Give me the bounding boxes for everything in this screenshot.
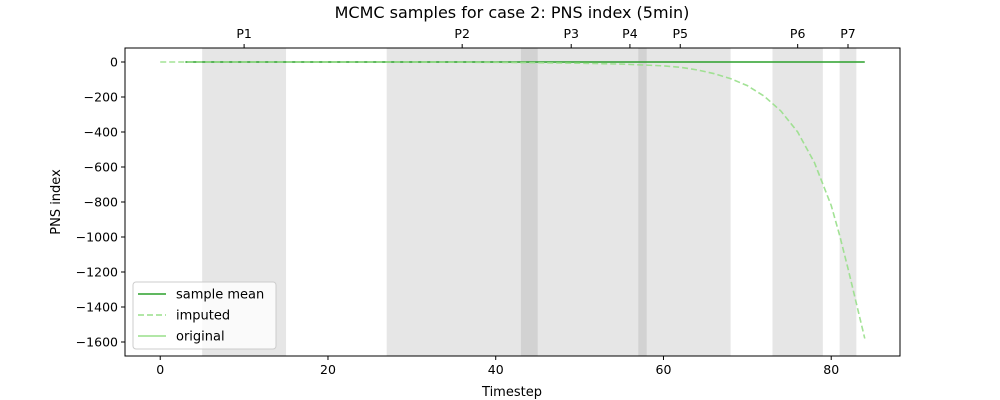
period-band-p2 <box>386 48 538 356</box>
legend-label-original: original <box>176 330 225 345</box>
x-tick-label: 80 <box>823 362 839 377</box>
x-tick-label: 60 <box>656 362 672 377</box>
y-tick-label: −1000 <box>76 230 118 245</box>
y-tick-label: −800 <box>84 195 118 210</box>
period-label-p1: P1 <box>236 26 252 41</box>
period-band-p6 <box>772 48 823 356</box>
x-tick-label: 0 <box>156 362 164 377</box>
period-label-p5: P5 <box>672 26 688 41</box>
period-label-p2: P2 <box>454 26 470 41</box>
y-tick-label: −1600 <box>76 335 118 350</box>
period-band-p5 <box>638 48 731 356</box>
x-tick-label: 20 <box>320 362 336 377</box>
chart-title: MCMC samples for case 2: PNS index (5min… <box>335 3 690 22</box>
x-tick-label: 40 <box>488 362 504 377</box>
period-label-p6: P6 <box>790 26 806 41</box>
period-label-p3: P3 <box>563 26 579 41</box>
period-band-p7 <box>839 48 857 356</box>
y-axis-label: PNS index <box>49 169 64 235</box>
y-tick-label: −1200 <box>76 265 118 280</box>
legend-box <box>132 281 277 350</box>
legend-label-sample-mean: sample mean <box>176 288 264 303</box>
y-tick-label: 0 <box>110 55 118 70</box>
legend-label-imputed: imputed <box>176 309 230 324</box>
y-tick-label: −1400 <box>76 300 118 315</box>
period-label-p7: P7 <box>840 26 856 41</box>
series-line-imputed <box>160 61 866 339</box>
y-tick-label: −200 <box>84 90 118 105</box>
y-tick-label: −400 <box>84 125 118 140</box>
period-label-p4: P4 <box>622 26 638 41</box>
x-axis-label: Timestep <box>481 385 542 400</box>
y-tick-label: −600 <box>84 160 118 175</box>
period-band-p4 <box>621 48 647 356</box>
period-band-p3 <box>520 48 622 356</box>
